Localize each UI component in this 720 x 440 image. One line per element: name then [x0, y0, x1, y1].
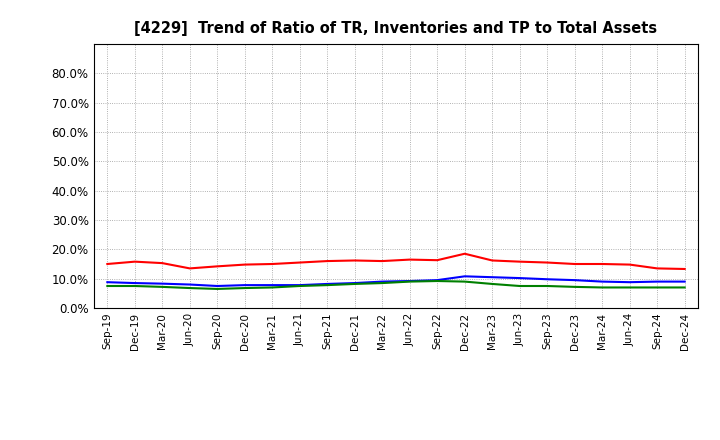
Trade Receivables — [378, 258, 387, 264]
Trade Receivables — [598, 261, 606, 267]
Inventories — [351, 280, 359, 286]
Trade Receivables — [543, 260, 552, 265]
Trade Receivables — [405, 257, 414, 262]
Inventories — [158, 281, 166, 286]
Trade Payables — [516, 283, 524, 289]
Trade Receivables — [488, 258, 497, 263]
Inventories — [543, 277, 552, 282]
Line: Trade Receivables: Trade Receivables — [107, 254, 685, 269]
Title: [4229]  Trend of Ratio of TR, Inventories and TP to Total Assets: [4229] Trend of Ratio of TR, Inventories… — [135, 21, 657, 36]
Trade Receivables — [268, 261, 276, 267]
Trade Receivables — [130, 259, 139, 264]
Trade Receivables — [653, 266, 662, 271]
Inventories — [323, 281, 332, 286]
Inventories — [626, 279, 634, 285]
Trade Payables — [130, 283, 139, 289]
Trade Receivables — [240, 262, 249, 267]
Inventories — [130, 280, 139, 286]
Trade Payables — [103, 283, 112, 289]
Inventories — [268, 282, 276, 288]
Line: Trade Payables: Trade Payables — [107, 281, 685, 289]
Trade Payables — [268, 285, 276, 290]
Trade Receivables — [295, 260, 304, 265]
Trade Receivables — [103, 261, 112, 267]
Trade Receivables — [433, 257, 441, 263]
Inventories — [103, 279, 112, 285]
Inventories — [433, 278, 441, 283]
Trade Payables — [543, 283, 552, 289]
Inventories — [295, 282, 304, 288]
Trade Receivables — [516, 259, 524, 264]
Trade Receivables — [213, 264, 222, 269]
Inventories — [378, 279, 387, 284]
Trade Payables — [653, 285, 662, 290]
Inventories — [680, 279, 689, 284]
Trade Payables — [213, 286, 222, 292]
Trade Receivables — [460, 251, 469, 257]
Trade Payables — [488, 281, 497, 286]
Trade Payables — [598, 285, 606, 290]
Inventories — [516, 275, 524, 281]
Trade Payables — [405, 279, 414, 284]
Trade Receivables — [186, 266, 194, 271]
Trade Payables — [240, 286, 249, 291]
Trade Payables — [158, 284, 166, 290]
Trade Receivables — [351, 258, 359, 263]
Trade Payables — [680, 285, 689, 290]
Trade Payables — [323, 282, 332, 288]
Inventories — [653, 279, 662, 284]
Trade Receivables — [158, 260, 166, 266]
Inventories — [213, 283, 222, 289]
Inventories — [186, 282, 194, 287]
Trade Payables — [351, 281, 359, 286]
Trade Payables — [433, 279, 441, 284]
Trade Receivables — [680, 266, 689, 271]
Trade Receivables — [570, 261, 579, 267]
Trade Receivables — [626, 262, 634, 267]
Trade Payables — [626, 285, 634, 290]
Inventories — [598, 279, 606, 284]
Trade Payables — [570, 284, 579, 290]
Trade Receivables — [323, 258, 332, 264]
Inventories — [240, 282, 249, 288]
Inventories — [405, 279, 414, 284]
Inventories — [460, 274, 469, 279]
Trade Payables — [460, 279, 469, 284]
Inventories — [570, 278, 579, 283]
Trade Payables — [378, 280, 387, 286]
Line: Inventories: Inventories — [107, 276, 685, 286]
Inventories — [488, 275, 497, 280]
Trade Payables — [186, 286, 194, 291]
Trade Payables — [295, 283, 304, 289]
